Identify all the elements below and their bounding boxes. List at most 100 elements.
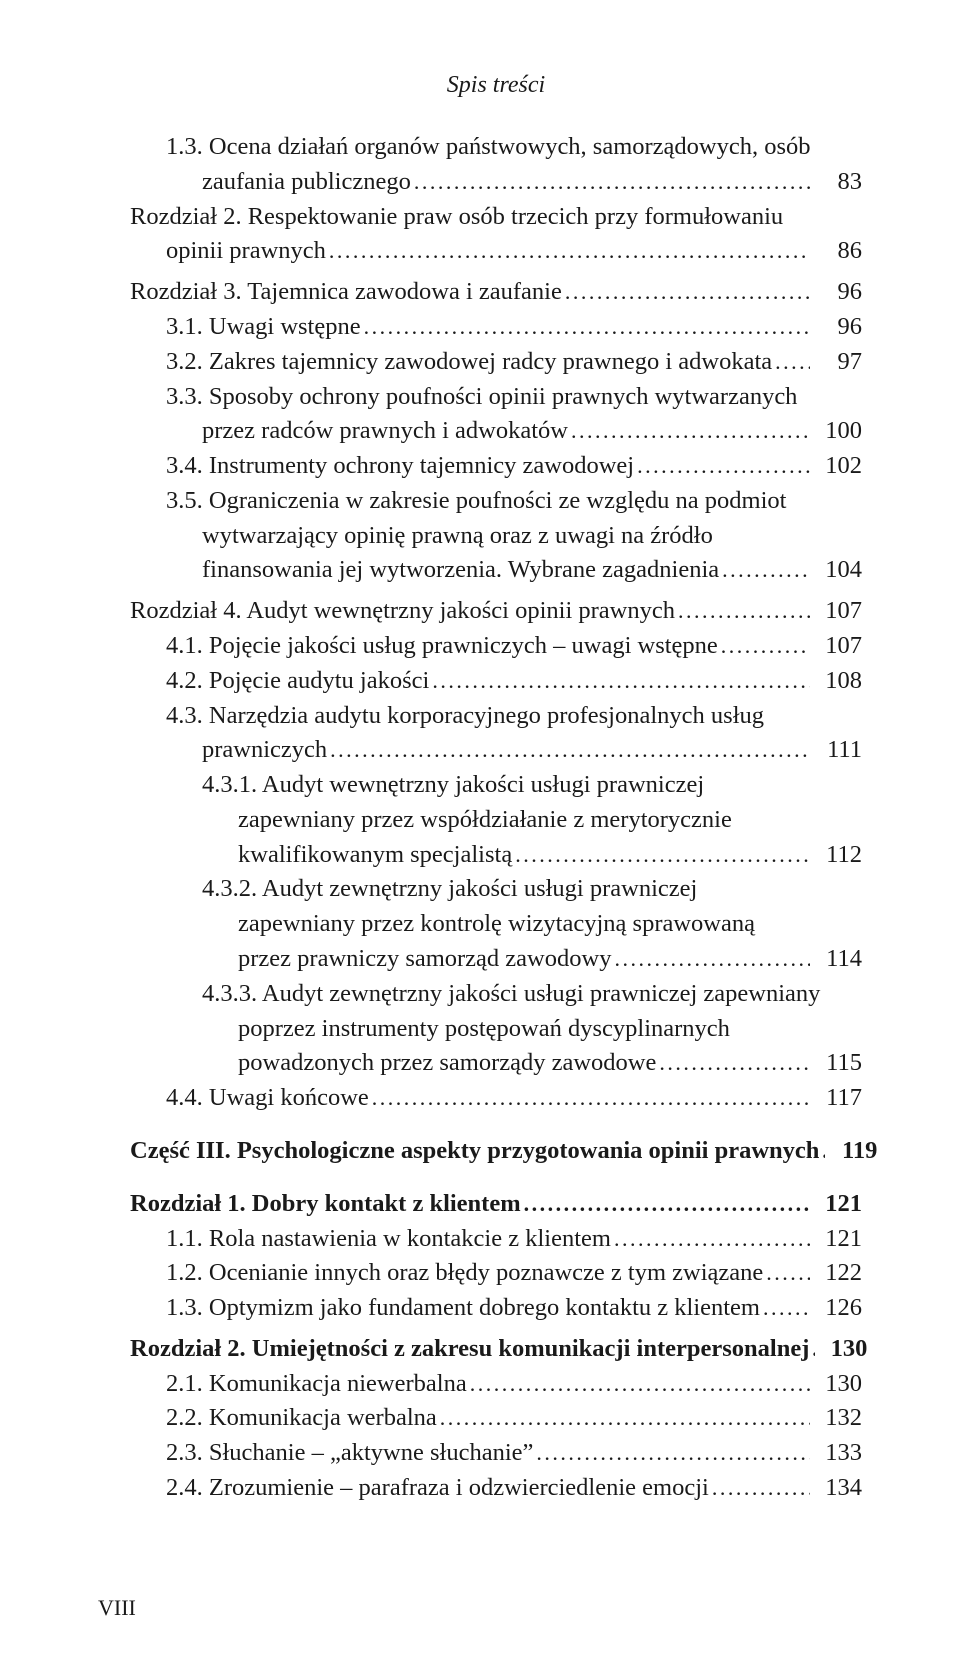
toc-page-number: 97 <box>810 345 862 380</box>
toc-row: 2.3. Słuchanie – „aktywne słuchanie”....… <box>130 1436 862 1471</box>
toc-page-number: 96 <box>810 310 862 345</box>
toc-page-number: 126 <box>810 1291 862 1326</box>
toc-text: Rozdział 4. Audyt wewnętrzny jakości opi… <box>130 594 675 629</box>
toc-text: finansowania jej wytworzenia. Wybrane za… <box>202 553 719 588</box>
toc-page-number: 132 <box>810 1401 862 1436</box>
toc-leader: ........................................… <box>437 1402 810 1433</box>
toc-row: 4.1. Pojęcie jakości usług prawniczych –… <box>130 629 862 664</box>
toc-row: 3.1. Uwagi wstępne......................… <box>130 310 862 345</box>
toc-row: Rozdział 2. Umiejętności z zakresu komun… <box>130 1332 862 1367</box>
toc-row: 3.3. Sposoby ochrony poufności opinii pr… <box>130 380 862 415</box>
toc-row: Rozdział 4. Audyt wewnętrzny jakości opi… <box>130 594 862 629</box>
toc-text: 4.1. Pojęcie jakości usług prawniczych –… <box>166 629 718 664</box>
toc-leader: ........................................… <box>611 1223 810 1254</box>
toc-text: opinii prawnych <box>166 234 326 269</box>
toc-row: 1.2. Ocenianie innych oraz błędy poznawc… <box>130 1256 862 1291</box>
toc-text: 3.3. Sposoby ochrony poufności opinii pr… <box>166 380 797 415</box>
page-header: Spis treści <box>130 68 862 102</box>
toc-leader: ........................................… <box>521 1188 810 1219</box>
toc-row: poprzez instrumenty postępowań dyscyplin… <box>130 1012 862 1047</box>
toc-page-number: 111 <box>810 733 862 768</box>
toc-page-number: 86 <box>810 234 862 269</box>
toc-page-number: 122 <box>810 1256 862 1291</box>
toc-page-number: 107 <box>810 629 862 664</box>
toc-page-number: 114 <box>810 942 862 977</box>
toc-leader: ........................................… <box>512 839 810 870</box>
toc-text: prawniczych <box>202 733 327 768</box>
toc-text: zaufania publicznego <box>202 165 411 200</box>
toc-text: 4.3. Narzędzia audytu korporacyjnego pro… <box>166 699 764 734</box>
toc-row: zapewniany przez kontrolę wizytacyjną sp… <box>130 907 862 942</box>
toc-text: 1.3. Optymizm jako fundament dobrego kon… <box>166 1291 760 1326</box>
toc-leader: ........................................… <box>568 415 810 446</box>
toc-leader: ........................................… <box>675 595 810 626</box>
toc-row: przez radców prawnych i adwokatów.......… <box>130 414 862 449</box>
toc-row: 3.2. Zakres tajemnicy zawodowej radcy pr… <box>130 345 862 380</box>
toc-text: Część III. Psychologiczne aspekty przygo… <box>130 1134 819 1169</box>
toc-leader: ........................................… <box>533 1437 810 1468</box>
toc-page-number: 119 <box>825 1134 877 1169</box>
toc-text: 4.2. Pojęcie audytu jakości <box>166 664 429 699</box>
toc-text: poprzez instrumenty postępowań dyscyplin… <box>238 1012 730 1047</box>
toc-page-number: 83 <box>810 165 862 200</box>
toc-row: 2.2. Komunikacja werbalna...............… <box>130 1401 862 1436</box>
toc-page-number: 115 <box>810 1046 862 1081</box>
toc-row: 2.1. Komunikacja niewerbalna............… <box>130 1367 862 1402</box>
toc-leader: ........................................… <box>327 734 810 765</box>
toc-text: 4.3.3. Audyt zewnętrzny jakości usługi p… <box>202 977 820 1012</box>
toc-text: 1.2. Ocenianie innych oraz błędy poznawc… <box>166 1256 763 1291</box>
toc-leader: ........................................… <box>369 1082 810 1113</box>
toc-leader: ........................................… <box>467 1368 810 1399</box>
toc-leader: ........................................… <box>772 346 810 377</box>
toc-text: zapewniany przez kontrolę wizytacyjną sp… <box>238 907 755 942</box>
toc-leader: ........................................… <box>763 1257 810 1288</box>
page: Spis treści 1.3. Ocena działań organów p… <box>0 0 960 1677</box>
toc-row: zapewniany przez współdziałanie z meryto… <box>130 803 862 838</box>
toc-text: 4.3.2. Audyt zewnętrzny jakości usługi p… <box>202 872 697 907</box>
toc-text: 2.4. Zrozumienie – parafraza i odzwierci… <box>166 1471 709 1506</box>
toc-text: przez radców prawnych i adwokatów <box>202 414 568 449</box>
toc-text: powadzonych przez samorządy zawodowe <box>238 1046 656 1081</box>
toc-page-number: 96 <box>810 275 862 310</box>
toc-text: 3.5. Ograniczenia w zakresie poufności z… <box>166 484 786 519</box>
toc-row: 4.2. Pojęcie audytu jakości.............… <box>130 664 862 699</box>
toc-text: 4.3.1. Audyt wewnętrzny jakości usługi p… <box>202 768 704 803</box>
toc-row: 1.3. Optymizm jako fundament dobrego kon… <box>130 1291 862 1326</box>
toc-text: 2.2. Komunikacja werbalna <box>166 1401 437 1436</box>
toc-row: 4.3.1. Audyt wewnętrzny jakości usługi p… <box>130 768 862 803</box>
toc-row: 3.5. Ograniczenia w zakresie poufności z… <box>130 484 862 519</box>
toc-row: kwalifikowanym specjalistą..............… <box>130 838 862 873</box>
toc-row: Rozdział 3. Tajemnica zawodowa i zaufani… <box>130 275 862 310</box>
toc-text: 1.1. Rola nastawienia w kontakcie z klie… <box>166 1222 611 1257</box>
toc-page-number: 130 <box>815 1332 867 1367</box>
toc-text: 4.4. Uwagi końcowe <box>166 1081 369 1116</box>
toc-leader: ........................................… <box>326 235 810 266</box>
toc-page-number: 133 <box>810 1436 862 1471</box>
toc-row: przez prawniczy samorząd zawodowy.......… <box>130 942 862 977</box>
toc-row: prawniczych.............................… <box>130 733 862 768</box>
toc-leader: ........................................… <box>709 1472 810 1503</box>
toc-row: powadzonych przez samorządy zawodowe....… <box>130 1046 862 1081</box>
toc-text: Rozdział 1. Dobry kontakt z klientem <box>130 1187 521 1222</box>
toc-row: 4.3. Narzędzia audytu korporacyjnego pro… <box>130 699 862 734</box>
toc-text: Rozdział 2. Umiejętności z zakresu komun… <box>130 1332 809 1367</box>
toc-page-number: 102 <box>810 449 862 484</box>
toc-leader: ........................................… <box>411 166 810 197</box>
toc-text: 3.2. Zakres tajemnicy zawodowej radcy pr… <box>166 345 772 380</box>
toc-row: opinii prawnych.........................… <box>130 234 862 269</box>
toc-text: 2.3. Słuchanie – „aktywne słuchanie” <box>166 1436 533 1471</box>
toc-page-number: 121 <box>810 1187 862 1222</box>
toc-page-number: 107 <box>810 594 862 629</box>
toc-row: Część III. Psychologiczne aspekty przygo… <box>130 1134 862 1169</box>
toc-leader: ........................................… <box>429 665 810 696</box>
toc-body: 1.3. Ocena działań organów państwowych, … <box>130 130 862 1506</box>
toc-page-number: 108 <box>810 664 862 699</box>
toc-row: 4.3.3. Audyt zewnętrzny jakości usługi p… <box>130 977 862 1012</box>
toc-page-number: 121 <box>810 1222 862 1257</box>
toc-text: 1.3. Ocena działań organów państwowych, … <box>166 130 811 165</box>
toc-text: kwalifikowanym specjalistą <box>238 838 512 873</box>
toc-row: 1.3. Ocena działań organów państwowych, … <box>130 130 862 165</box>
toc-text: Rozdział 3. Tajemnica zawodowa i zaufani… <box>130 275 562 310</box>
toc-leader: ........................................… <box>611 943 810 974</box>
toc-page-number: 134 <box>810 1471 862 1506</box>
